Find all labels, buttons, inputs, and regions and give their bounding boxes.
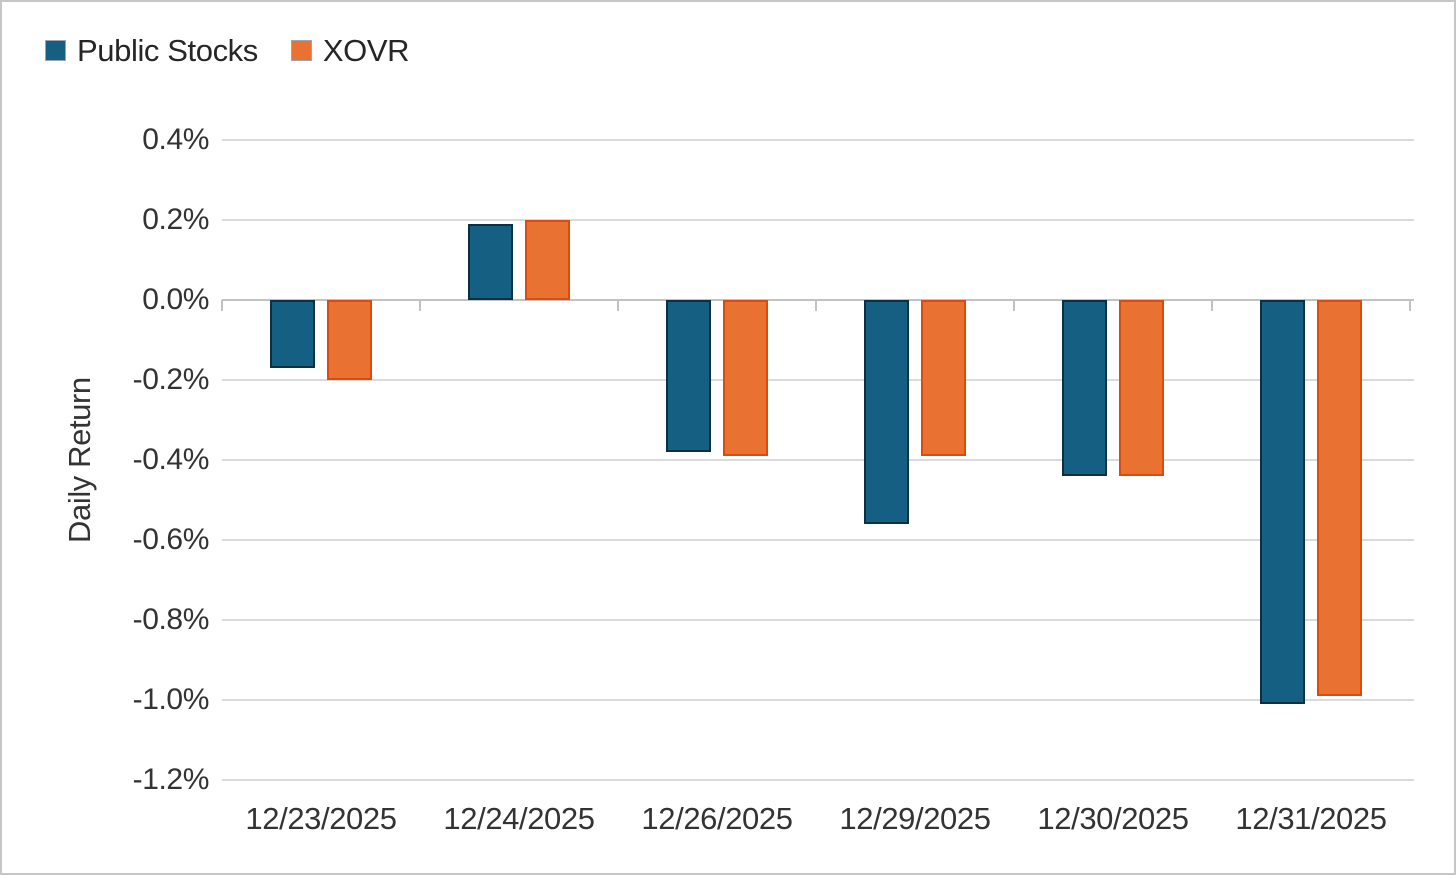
y-tick-label: 0.4% <box>142 123 209 156</box>
y-tick-label: -0.8% <box>132 603 210 636</box>
x-axis-zero-line <box>222 299 1414 301</box>
bar-public-stocks <box>666 300 711 452</box>
axis-tick-mark <box>1013 300 1015 311</box>
bar-xovr <box>1317 300 1362 696</box>
x-tick-label: 12/23/2025 <box>245 801 397 836</box>
y-tick-label: -0.4% <box>132 443 210 476</box>
y-tick-label: -0.6% <box>132 523 210 556</box>
bar-public-stocks <box>270 300 315 368</box>
bar-xovr <box>921 300 966 456</box>
x-tick-label: 12/29/2025 <box>839 801 991 836</box>
gridline <box>222 539 1414 541</box>
y-tick-label: -0.2% <box>132 363 210 396</box>
y-tick-label: 0.0% <box>142 283 209 316</box>
axis-tick-mark <box>617 300 619 311</box>
y-tick-label: -1.0% <box>132 683 210 716</box>
gridline <box>222 219 1414 221</box>
axis-tick-mark <box>1211 300 1213 311</box>
legend-label-public-stocks: Public Stocks <box>77 33 258 68</box>
x-tick-label: 12/30/2025 <box>1037 801 1189 836</box>
legend-label-xovr: XOVR <box>322 33 410 68</box>
bar-xovr <box>525 220 570 300</box>
legend: Public Stocks XOVR <box>45 35 442 66</box>
bar-xovr <box>1119 300 1164 476</box>
legend-item-public-stocks: Public Stocks <box>45 35 258 66</box>
axis-tick-mark <box>221 300 223 311</box>
legend-swatch-public-stocks <box>45 40 66 61</box>
bar-xovr <box>723 300 768 456</box>
bar-public-stocks <box>1260 300 1305 704</box>
legend-swatch-xovr <box>290 40 312 61</box>
y-tick-label: -1.2% <box>132 763 210 796</box>
gridline <box>222 139 1414 141</box>
axis-tick-mark <box>419 300 421 311</box>
bar-xovr <box>327 300 372 380</box>
gridline <box>222 779 1414 781</box>
y-tick-label: 0.2% <box>142 203 209 236</box>
gridline <box>222 459 1414 461</box>
legend-item-xovr: XOVR <box>290 33 410 68</box>
gridline <box>222 619 1414 621</box>
x-tick-label: 12/26/2025 <box>641 801 793 836</box>
bar-public-stocks <box>1062 300 1107 476</box>
axis-tick-mark <box>1409 300 1411 311</box>
gridline <box>222 379 1414 381</box>
bar-public-stocks <box>864 300 909 524</box>
bar-public-stocks <box>468 224 513 300</box>
axis-tick-mark <box>815 300 817 311</box>
x-tick-label: 12/24/2025 <box>443 801 595 836</box>
x-tick-label: 12/31/2025 <box>1235 801 1387 836</box>
gridline <box>222 699 1414 701</box>
